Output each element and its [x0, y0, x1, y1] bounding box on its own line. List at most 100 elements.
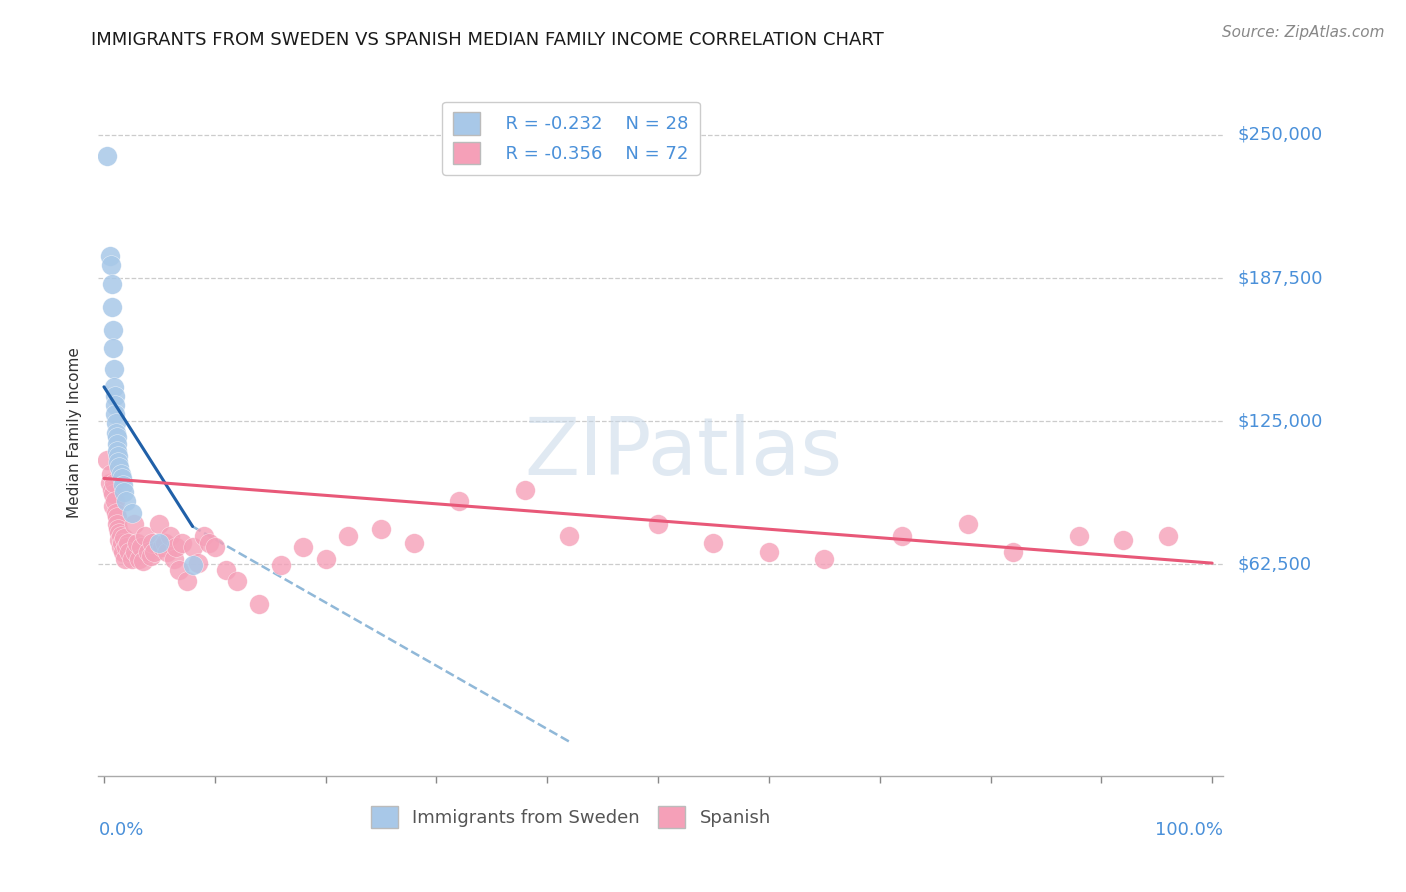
- Point: [270, 558, 292, 573]
- Point: [121, 506, 143, 520]
- Point: [124, 544, 146, 558]
- Point: [101, 323, 124, 337]
- Point: [107, 455, 129, 469]
- Point: [100, 259, 122, 273]
- Point: [101, 341, 124, 355]
- Point: [404, 535, 426, 549]
- Point: [204, 540, 226, 554]
- Text: $125,000: $125,000: [1237, 412, 1323, 430]
- Point: [105, 517, 128, 532]
- Point: [98, 249, 121, 263]
- Point: [150, 540, 173, 554]
- Point: [117, 535, 139, 549]
- Point: [108, 526, 131, 541]
- Text: 100.0%: 100.0%: [1156, 821, 1223, 838]
- Point: [148, 535, 170, 549]
- Point: [110, 528, 132, 542]
- Point: [104, 407, 127, 421]
- Point: [127, 535, 149, 549]
- Point: [176, 574, 198, 589]
- Point: [122, 517, 145, 532]
- Text: Source: ZipAtlas.com: Source: ZipAtlas.com: [1222, 25, 1385, 40]
- Point: [198, 535, 221, 549]
- Point: [114, 551, 136, 566]
- Point: [100, 300, 122, 314]
- Point: [447, 494, 470, 508]
- Text: $250,000: $250,000: [1237, 126, 1323, 144]
- Text: 0.0%: 0.0%: [98, 821, 143, 838]
- Point: [101, 487, 124, 501]
- Point: [101, 499, 124, 513]
- Point: [156, 544, 179, 558]
- Point: [105, 437, 128, 451]
- Point: [110, 540, 132, 554]
- Point: [315, 551, 337, 566]
- Point: [647, 517, 669, 532]
- Point: [1069, 528, 1091, 542]
- Point: [103, 361, 125, 376]
- Point: [247, 598, 270, 612]
- Point: [153, 535, 176, 549]
- Point: [121, 551, 143, 566]
- Point: [96, 148, 118, 162]
- Text: ZIPatlas: ZIPatlas: [524, 414, 842, 492]
- Point: [111, 544, 134, 558]
- Point: [129, 540, 152, 554]
- Point: [105, 506, 128, 520]
- Point: [148, 517, 170, 532]
- Point: [170, 535, 193, 549]
- Point: [132, 554, 155, 568]
- Point: [100, 277, 122, 291]
- Point: [193, 528, 215, 542]
- Point: [105, 510, 128, 524]
- Point: [336, 528, 359, 542]
- Point: [136, 544, 159, 558]
- Point: [103, 380, 125, 394]
- Point: [115, 494, 138, 508]
- Point: [165, 540, 187, 554]
- Point: [96, 453, 118, 467]
- Point: [104, 389, 127, 403]
- Point: [813, 551, 835, 566]
- Point: [98, 475, 121, 490]
- Point: [292, 540, 315, 554]
- Point: [181, 558, 204, 573]
- Point: [370, 522, 392, 536]
- Point: [141, 535, 163, 549]
- Point: [108, 460, 131, 475]
- Point: [118, 544, 141, 558]
- Point: [110, 467, 132, 481]
- Point: [513, 483, 536, 497]
- Point: [139, 549, 162, 564]
- Point: [100, 467, 122, 481]
- Point: [187, 556, 209, 570]
- Point: [226, 574, 249, 589]
- Point: [112, 531, 135, 545]
- Point: [100, 483, 122, 497]
- Text: IMMIGRANTS FROM SWEDEN VS SPANISH MEDIAN FAMILY INCOME CORRELATION CHART: IMMIGRANTS FROM SWEDEN VS SPANISH MEDIAN…: [91, 31, 884, 49]
- Point: [702, 535, 724, 549]
- Point: [142, 544, 165, 558]
- Point: [163, 551, 186, 566]
- Y-axis label: Median Family Income: Median Family Income: [67, 347, 83, 518]
- Legend: Immigrants from Sweden, Spanish: Immigrants from Sweden, Spanish: [364, 799, 778, 836]
- Point: [107, 449, 129, 463]
- Point: [105, 430, 128, 444]
- Point: [103, 475, 125, 490]
- Point: [107, 522, 129, 536]
- Point: [558, 528, 581, 542]
- Point: [890, 528, 912, 542]
- Point: [111, 478, 134, 492]
- Point: [111, 471, 134, 485]
- Point: [957, 517, 980, 532]
- Point: [758, 544, 780, 558]
- Point: [115, 540, 138, 554]
- Point: [105, 444, 128, 458]
- Point: [181, 540, 204, 554]
- Text: $62,500: $62,500: [1237, 555, 1312, 574]
- Point: [105, 417, 128, 431]
- Point: [1157, 528, 1180, 542]
- Point: [104, 398, 127, 412]
- Point: [105, 425, 128, 440]
- Point: [112, 485, 135, 500]
